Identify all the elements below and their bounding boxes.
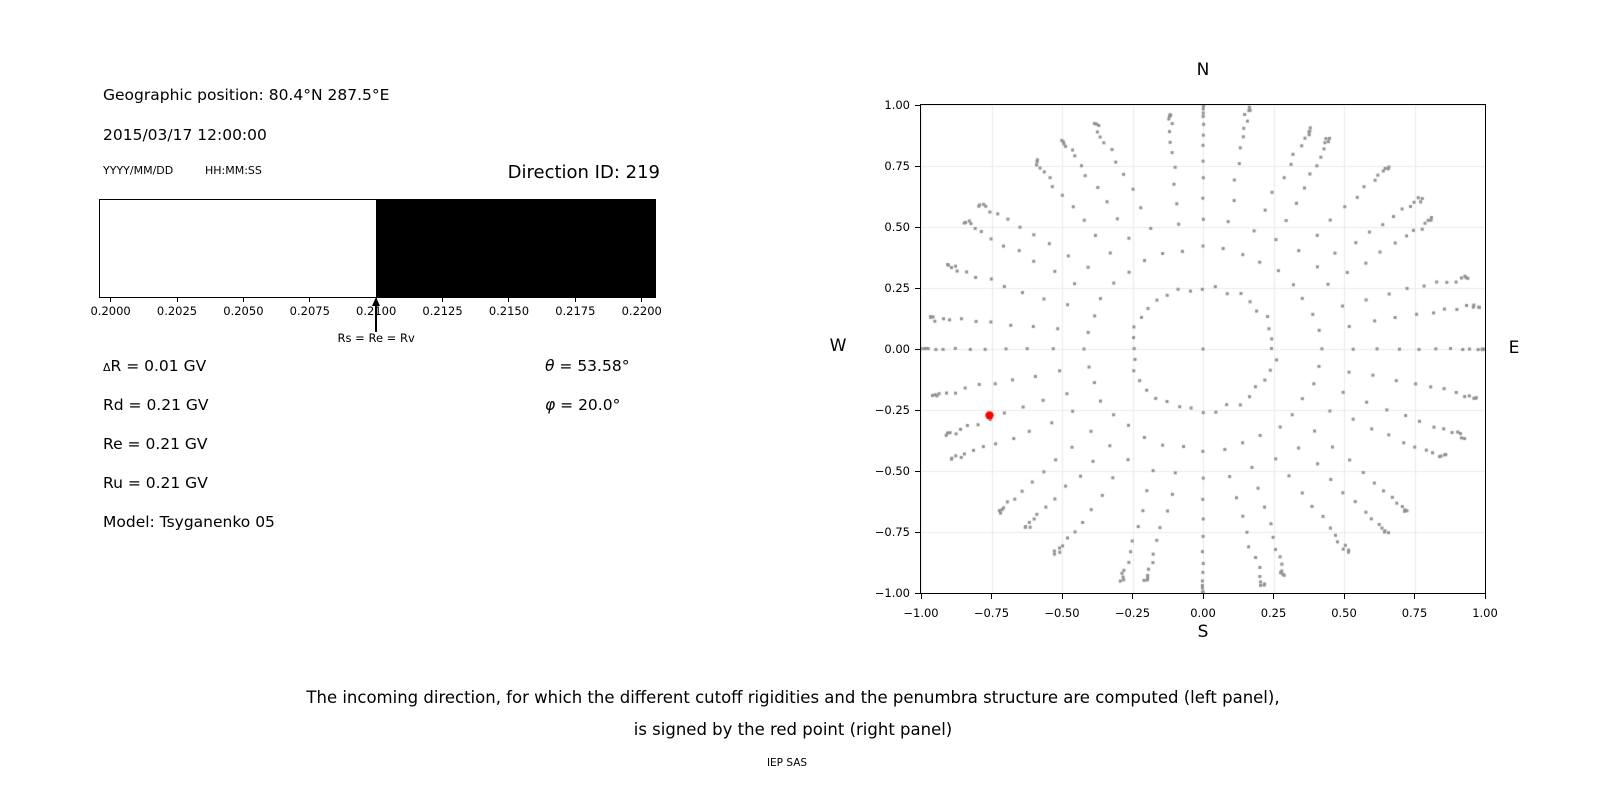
y-axis-tick <box>915 104 920 106</box>
penumbra-axis-tick-label: 0.2175 <box>555 304 596 318</box>
penumbra-axis-tick <box>508 298 510 302</box>
y-axis-tick <box>915 348 920 350</box>
penumbra-axis-tick <box>242 298 244 302</box>
penumbra-bar <box>99 199 656 298</box>
penumbra-axis-tick-label: 0.2200 <box>621 304 662 318</box>
penumbra-axis-tick <box>574 298 576 302</box>
model-label: Model: Tsyganenko 05 <box>103 513 275 531</box>
ru-value: Ru = 0.21 GV <box>103 474 208 492</box>
re-value: Re = 0.21 GV <box>103 435 208 453</box>
y-axis-tick-label: 1.00 <box>884 98 910 112</box>
penumbra-axis-tick-label: 0.2075 <box>289 304 330 318</box>
datetime-label: 2015/03/17 12:00:00 <box>103 126 267 144</box>
delta-symbol: Δ <box>103 361 111 374</box>
delta-r-text: R = 0.01 GV <box>110 357 207 375</box>
x-axis-tick <box>1132 594 1133 599</box>
y-axis-tick <box>915 470 920 472</box>
y-axis-tick <box>915 592 920 594</box>
x-axis-tick-label: 0.75 <box>1401 606 1428 620</box>
x-axis-tick <box>1414 594 1415 599</box>
penumbra-axis-tick-label: 0.2050 <box>223 304 264 318</box>
penumbra-axis-tick <box>641 298 643 302</box>
y-axis-tick <box>915 226 920 228</box>
credit-label: IEP SAS <box>766 757 808 769</box>
direction-plot <box>920 104 1486 594</box>
x-axis-tick-label: −0.25 <box>1114 606 1151 620</box>
penumbra-axis-tick-label: 0.2150 <box>488 304 530 318</box>
compass-label-east: E <box>1508 338 1520 358</box>
penumbra-axis-tick-label: 0.2025 <box>156 304 198 318</box>
x-axis-tick-label: −1.00 <box>903 606 939 620</box>
y-axis-tick-label: −0.25 <box>874 403 910 417</box>
penumbra-axis-tick <box>442 298 444 302</box>
x-axis-tick-label: −0.75 <box>973 606 1010 620</box>
compass-label-north: N <box>1196 60 1210 80</box>
y-axis-tick <box>915 287 920 289</box>
theta-value: θ = 53.58° <box>545 357 630 376</box>
x-axis-tick <box>1202 594 1204 599</box>
x-axis-tick <box>1484 594 1486 599</box>
geographic-position-label: Geographic position: 80.4°N 287.5°E <box>103 86 390 104</box>
phi-symbol: φ <box>545 396 556 414</box>
penumbra-axis-tick <box>176 298 178 302</box>
y-axis-tick <box>915 531 920 533</box>
penumbra-axis-tick <box>309 298 311 302</box>
cutoff-arrow-label: Rs = Re = Rv <box>337 331 415 345</box>
compass-label-west: W <box>829 336 847 356</box>
y-axis-tick <box>915 165 920 167</box>
x-axis-tick <box>920 594 922 599</box>
x-axis-tick <box>1343 594 1345 599</box>
y-axis-tick-label: 0.25 <box>884 281 910 295</box>
y-axis-tick-label: 0.75 <box>884 159 910 173</box>
rd-value: Rd = 0.21 GV <box>103 396 209 414</box>
x-axis-tick <box>1061 594 1063 599</box>
phi-value: φ = 20.0° <box>545 396 621 415</box>
date-format-label: YYYY/MM/DD <box>103 164 174 177</box>
x-axis-tick-label: 0.00 <box>1190 606 1216 620</box>
x-axis-tick <box>1273 594 1274 599</box>
penumbra-axis-tick <box>110 298 112 302</box>
phi-text: = 20.0° <box>555 396 621 414</box>
y-axis-tick <box>915 409 920 411</box>
x-axis-tick <box>991 594 992 599</box>
x-axis-tick-label: 0.25 <box>1260 606 1287 620</box>
penumbra-axis-tick-label: 0.2100 <box>356 304 397 318</box>
penumbra-segment-allowed-white <box>100 200 377 297</box>
compass-label-south: S <box>1197 622 1209 642</box>
y-axis-tick-label: 0.00 <box>884 342 910 356</box>
theta-symbol: θ <box>545 357 555 375</box>
x-axis-tick-label: 0.50 <box>1331 606 1357 620</box>
y-axis-tick-label: −1.00 <box>874 586 910 600</box>
y-axis-tick-label: 0.50 <box>884 220 910 234</box>
direction-id-label: Direction ID: 219 <box>507 162 660 183</box>
caption-line1: The incoming direction, for which the di… <box>306 688 1280 707</box>
penumbra-segment-forbidden-black <box>376 200 655 297</box>
theta-text: = 53.58° <box>554 357 630 375</box>
x-axis-tick-label: 1.00 <box>1472 606 1498 620</box>
penumbra-axis-tick <box>375 298 377 302</box>
direction-plot-canvas <box>921 105 1485 593</box>
penumbra-axis-tick-label: 0.2000 <box>90 304 131 318</box>
y-axis-tick-label: −0.50 <box>874 464 910 478</box>
delta-r-value: ΔR = 0.01 GV <box>103 357 207 376</box>
caption-line2: is signed by the red point (right panel) <box>633 720 953 739</box>
y-axis-tick-label: −0.75 <box>874 525 910 539</box>
cutoff-arrow <box>375 305 377 332</box>
penumbra-axis-tick-label: 0.2125 <box>422 304 463 318</box>
x-axis-tick-label: −0.50 <box>1044 606 1080 620</box>
time-format-label: HH:MM:SS <box>205 164 262 177</box>
